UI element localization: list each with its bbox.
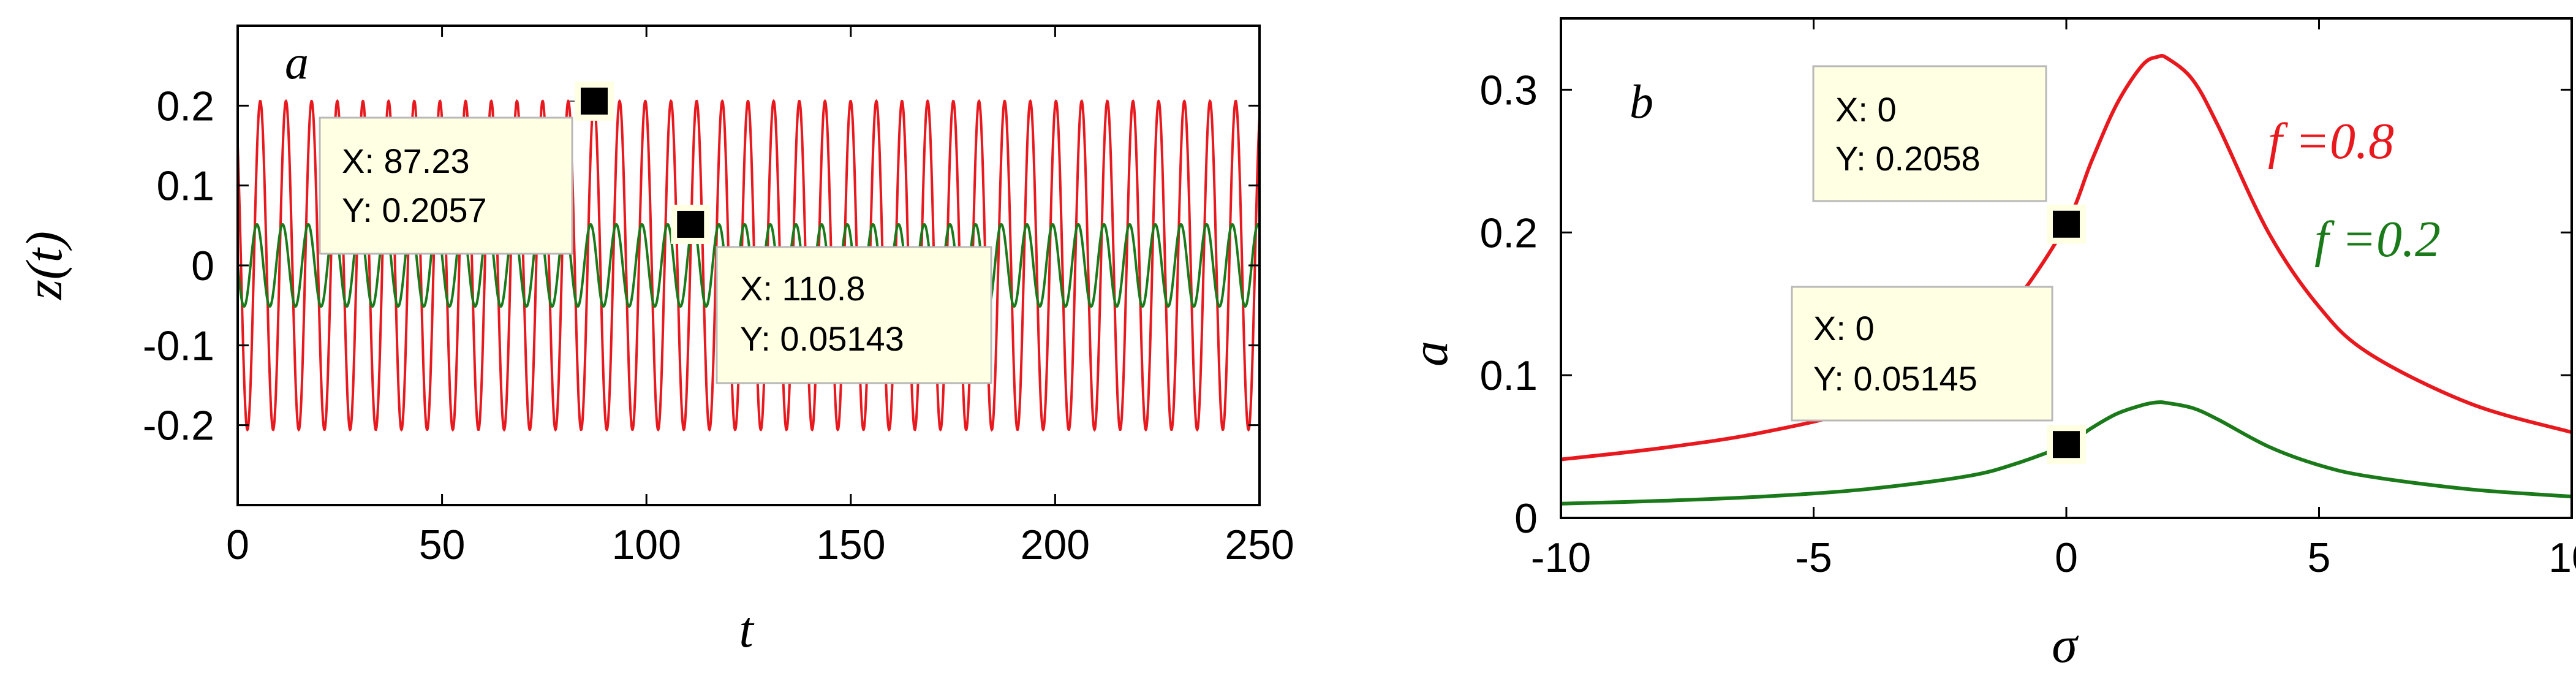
panel-a-x-tick-label: 0 <box>226 522 249 568</box>
panel-b-y-tick-label: 0 <box>1514 495 1538 542</box>
datatip-2-box <box>716 246 992 384</box>
panel-a-datatip-2[interactable]: X: 110.8 Y: 0.05143 <box>671 204 992 384</box>
panel-b-x-tick-label: -10 <box>1531 534 1591 581</box>
panel-b-series-line-1 <box>1560 400 2572 506</box>
panel-b-label: b <box>1630 75 1653 128</box>
panel-b-x-tick-label: 10 <box>2548 534 2576 581</box>
panel-a-x-axis-label: t <box>739 601 755 658</box>
datatip-1-marker[interactable] <box>574 81 614 121</box>
panel-b-ticks: -10 -5 0 5 10 0.3 0.2 0.1 0 <box>1479 18 2576 581</box>
legend-entry-f08: f =0.8 <box>2268 113 2394 170</box>
datatip-1-box <box>319 116 573 255</box>
datatip-3-x-text: X: 0 <box>1835 90 1897 129</box>
panel-a-x-tick-label: 50 <box>419 522 466 568</box>
legend-entry-f02: f =0.2 <box>2314 211 2441 268</box>
datatip-4-marker[interactable] <box>2047 425 2086 465</box>
panel-a-ticks: 0 50 100 150 200 250 0.2 0.1 0 -0.1 -0.2 <box>143 26 1294 568</box>
panel-a-y-axis-label: z(t) <box>16 231 73 300</box>
panel-b-y-tick-label: 0.1 <box>1479 352 1538 399</box>
datatip-2-marker[interactable] <box>671 204 711 244</box>
datatip-3-marker[interactable] <box>2047 204 2086 244</box>
panel-a-x-tick-label: 250 <box>1225 522 1294 568</box>
panel-b-x-axis-label: σ <box>2052 617 2079 673</box>
panel-a-y-tick-label: 0.1 <box>156 163 214 210</box>
panel-a-y-tick-label: -0.2 <box>143 403 214 449</box>
panel-b: -10-505100.30.20.10 b σ a f =0.8 f =0.2 … <box>1402 17 2576 673</box>
datatip-4-x-text: X: 0 <box>1813 309 1875 348</box>
datatip-3-box <box>1812 65 2047 202</box>
datatip-2-x-text: X: 110.8 <box>740 269 865 308</box>
panel-b-x-tick-label: -5 <box>1795 534 1832 581</box>
datatip-2-y-text: Y: 0.05143 <box>740 319 904 358</box>
panel-b-y-tick-label: 0.2 <box>1479 210 1538 256</box>
panel-a-x-tick-label: 100 <box>611 522 681 568</box>
datatip-1-x-text: X: 87.23 <box>342 142 470 180</box>
panel-a-label: a <box>285 36 309 89</box>
panel-b-y-axis-label: a <box>1402 341 1459 367</box>
datatip-1-y-text: Y: 0.2057 <box>342 191 487 229</box>
panel-a-y-tick-label: -0.1 <box>143 322 214 369</box>
panel-a-datatip-1[interactable]: X: 87.23 Y: 0.2057 <box>319 81 614 255</box>
panel-b-y-tick-label: 0.3 <box>1479 67 1538 113</box>
panel-a-y-tick-label: 0.2 <box>156 83 214 129</box>
panel-b-datatip-1[interactable]: X: 0 Y: 0.2058 <box>1812 65 2086 244</box>
panel-b-datatip-2[interactable]: X: 0 Y: 0.05145 <box>1791 286 2086 465</box>
panel-a-x-tick-label: 150 <box>816 522 885 568</box>
panel-b-x-tick-label: 0 <box>2055 534 2078 581</box>
panel-a-x-tick-label: 200 <box>1021 522 1090 568</box>
datatip-4-box <box>1791 286 2053 422</box>
panel-a-series-line-0 <box>236 99 1261 432</box>
panel-a-y-tick-label: 0 <box>191 243 214 289</box>
datatip-4-y-text: Y: 0.05145 <box>1813 359 1977 398</box>
panel-b-x-tick-label: 5 <box>2308 534 2331 581</box>
datatip-3-y-text: Y: 0.2058 <box>1835 139 1981 178</box>
